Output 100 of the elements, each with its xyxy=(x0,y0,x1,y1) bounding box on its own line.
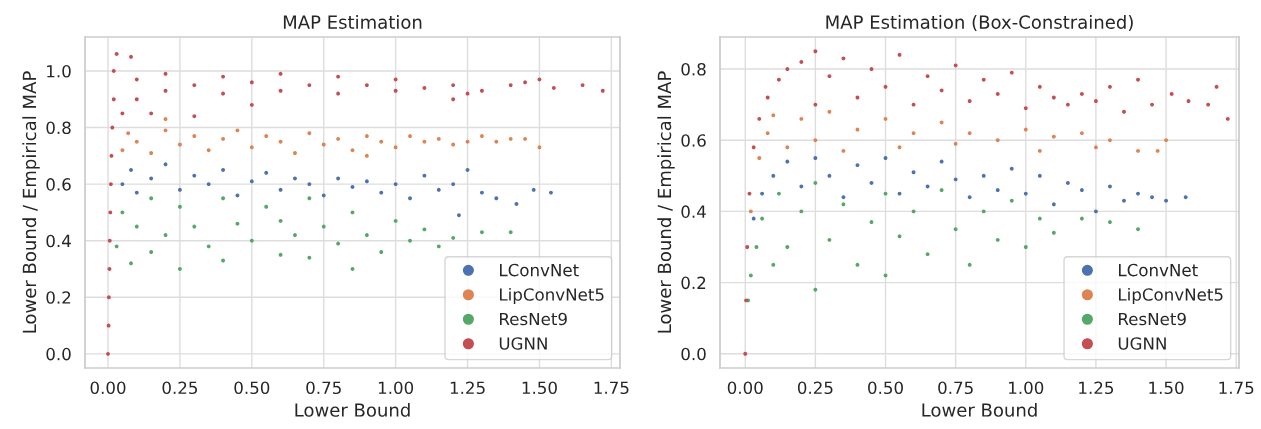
point xyxy=(479,230,484,235)
x-tick-label: 1.50 xyxy=(1149,381,1184,395)
point xyxy=(827,173,832,178)
y-tick-label: 0.8 xyxy=(681,62,706,76)
point xyxy=(249,102,254,107)
point xyxy=(967,131,972,136)
point xyxy=(465,168,470,172)
point xyxy=(757,116,762,121)
point xyxy=(235,193,240,198)
point xyxy=(336,241,341,246)
point xyxy=(981,77,986,82)
point xyxy=(235,128,240,133)
point xyxy=(293,151,297,155)
point xyxy=(743,351,748,356)
point xyxy=(107,238,112,243)
point xyxy=(1037,148,1042,153)
x-tick-label: 0.50 xyxy=(868,381,903,395)
point xyxy=(813,287,818,292)
point xyxy=(163,117,168,122)
point xyxy=(813,180,818,185)
y-tick-label: 0.8 xyxy=(46,121,71,135)
point xyxy=(393,88,398,93)
point xyxy=(785,67,790,71)
point xyxy=(408,134,412,138)
point xyxy=(177,267,182,271)
point xyxy=(494,139,499,144)
point xyxy=(995,237,1000,242)
x-tick-label: 0.25 xyxy=(162,381,198,395)
point xyxy=(580,83,585,88)
point xyxy=(106,351,110,356)
point xyxy=(108,210,113,215)
point xyxy=(393,77,398,82)
point xyxy=(1225,116,1230,121)
point xyxy=(1150,102,1154,107)
point xyxy=(925,252,930,257)
point xyxy=(350,184,355,189)
point xyxy=(1079,216,1084,221)
point xyxy=(748,273,753,278)
point xyxy=(953,141,958,146)
point xyxy=(785,145,790,150)
point xyxy=(1150,195,1154,200)
point xyxy=(600,88,605,93)
point xyxy=(1079,131,1084,136)
point xyxy=(967,262,972,267)
point xyxy=(293,233,297,237)
point xyxy=(177,142,182,147)
point xyxy=(799,59,804,64)
point xyxy=(745,245,750,249)
point xyxy=(163,233,168,237)
point xyxy=(336,91,341,96)
point xyxy=(479,134,484,138)
point xyxy=(149,250,154,254)
point xyxy=(1009,198,1014,203)
legend-label: UGNN xyxy=(499,337,547,350)
point xyxy=(1122,198,1126,203)
point xyxy=(221,136,226,141)
point xyxy=(939,159,944,164)
point xyxy=(479,88,484,93)
point xyxy=(364,153,369,158)
point xyxy=(508,230,513,235)
point xyxy=(748,209,753,214)
point xyxy=(249,145,254,150)
point xyxy=(134,139,139,144)
point xyxy=(841,56,846,61)
x-tick-label: 1.50 xyxy=(522,381,557,395)
point xyxy=(1169,91,1174,96)
point xyxy=(523,136,528,141)
point xyxy=(953,227,958,232)
point xyxy=(350,148,355,153)
y-tick-label: 0.4 xyxy=(46,234,71,248)
point xyxy=(111,97,116,102)
point xyxy=(1107,84,1112,89)
point xyxy=(120,182,125,187)
x-tick-label: 1.00 xyxy=(1009,381,1044,395)
point xyxy=(813,49,818,54)
point xyxy=(1051,230,1056,235)
point xyxy=(911,209,916,214)
point xyxy=(1023,191,1028,196)
point xyxy=(855,163,860,168)
point xyxy=(221,258,226,263)
point xyxy=(451,182,456,187)
point xyxy=(206,244,211,249)
point xyxy=(149,176,154,181)
point xyxy=(264,170,269,175)
x-tick-label: 0.25 xyxy=(797,381,833,395)
point xyxy=(1023,106,1028,111)
point xyxy=(1155,148,1160,153)
point xyxy=(114,244,119,249)
point xyxy=(776,191,781,196)
point xyxy=(1051,202,1056,207)
point xyxy=(1023,245,1028,249)
point xyxy=(523,80,528,85)
point xyxy=(765,131,770,136)
point xyxy=(379,139,384,144)
point xyxy=(551,85,556,90)
point xyxy=(106,295,111,300)
point xyxy=(264,204,269,209)
point xyxy=(911,131,916,136)
point xyxy=(1164,198,1169,203)
legend-label: LConvNet xyxy=(500,263,579,277)
